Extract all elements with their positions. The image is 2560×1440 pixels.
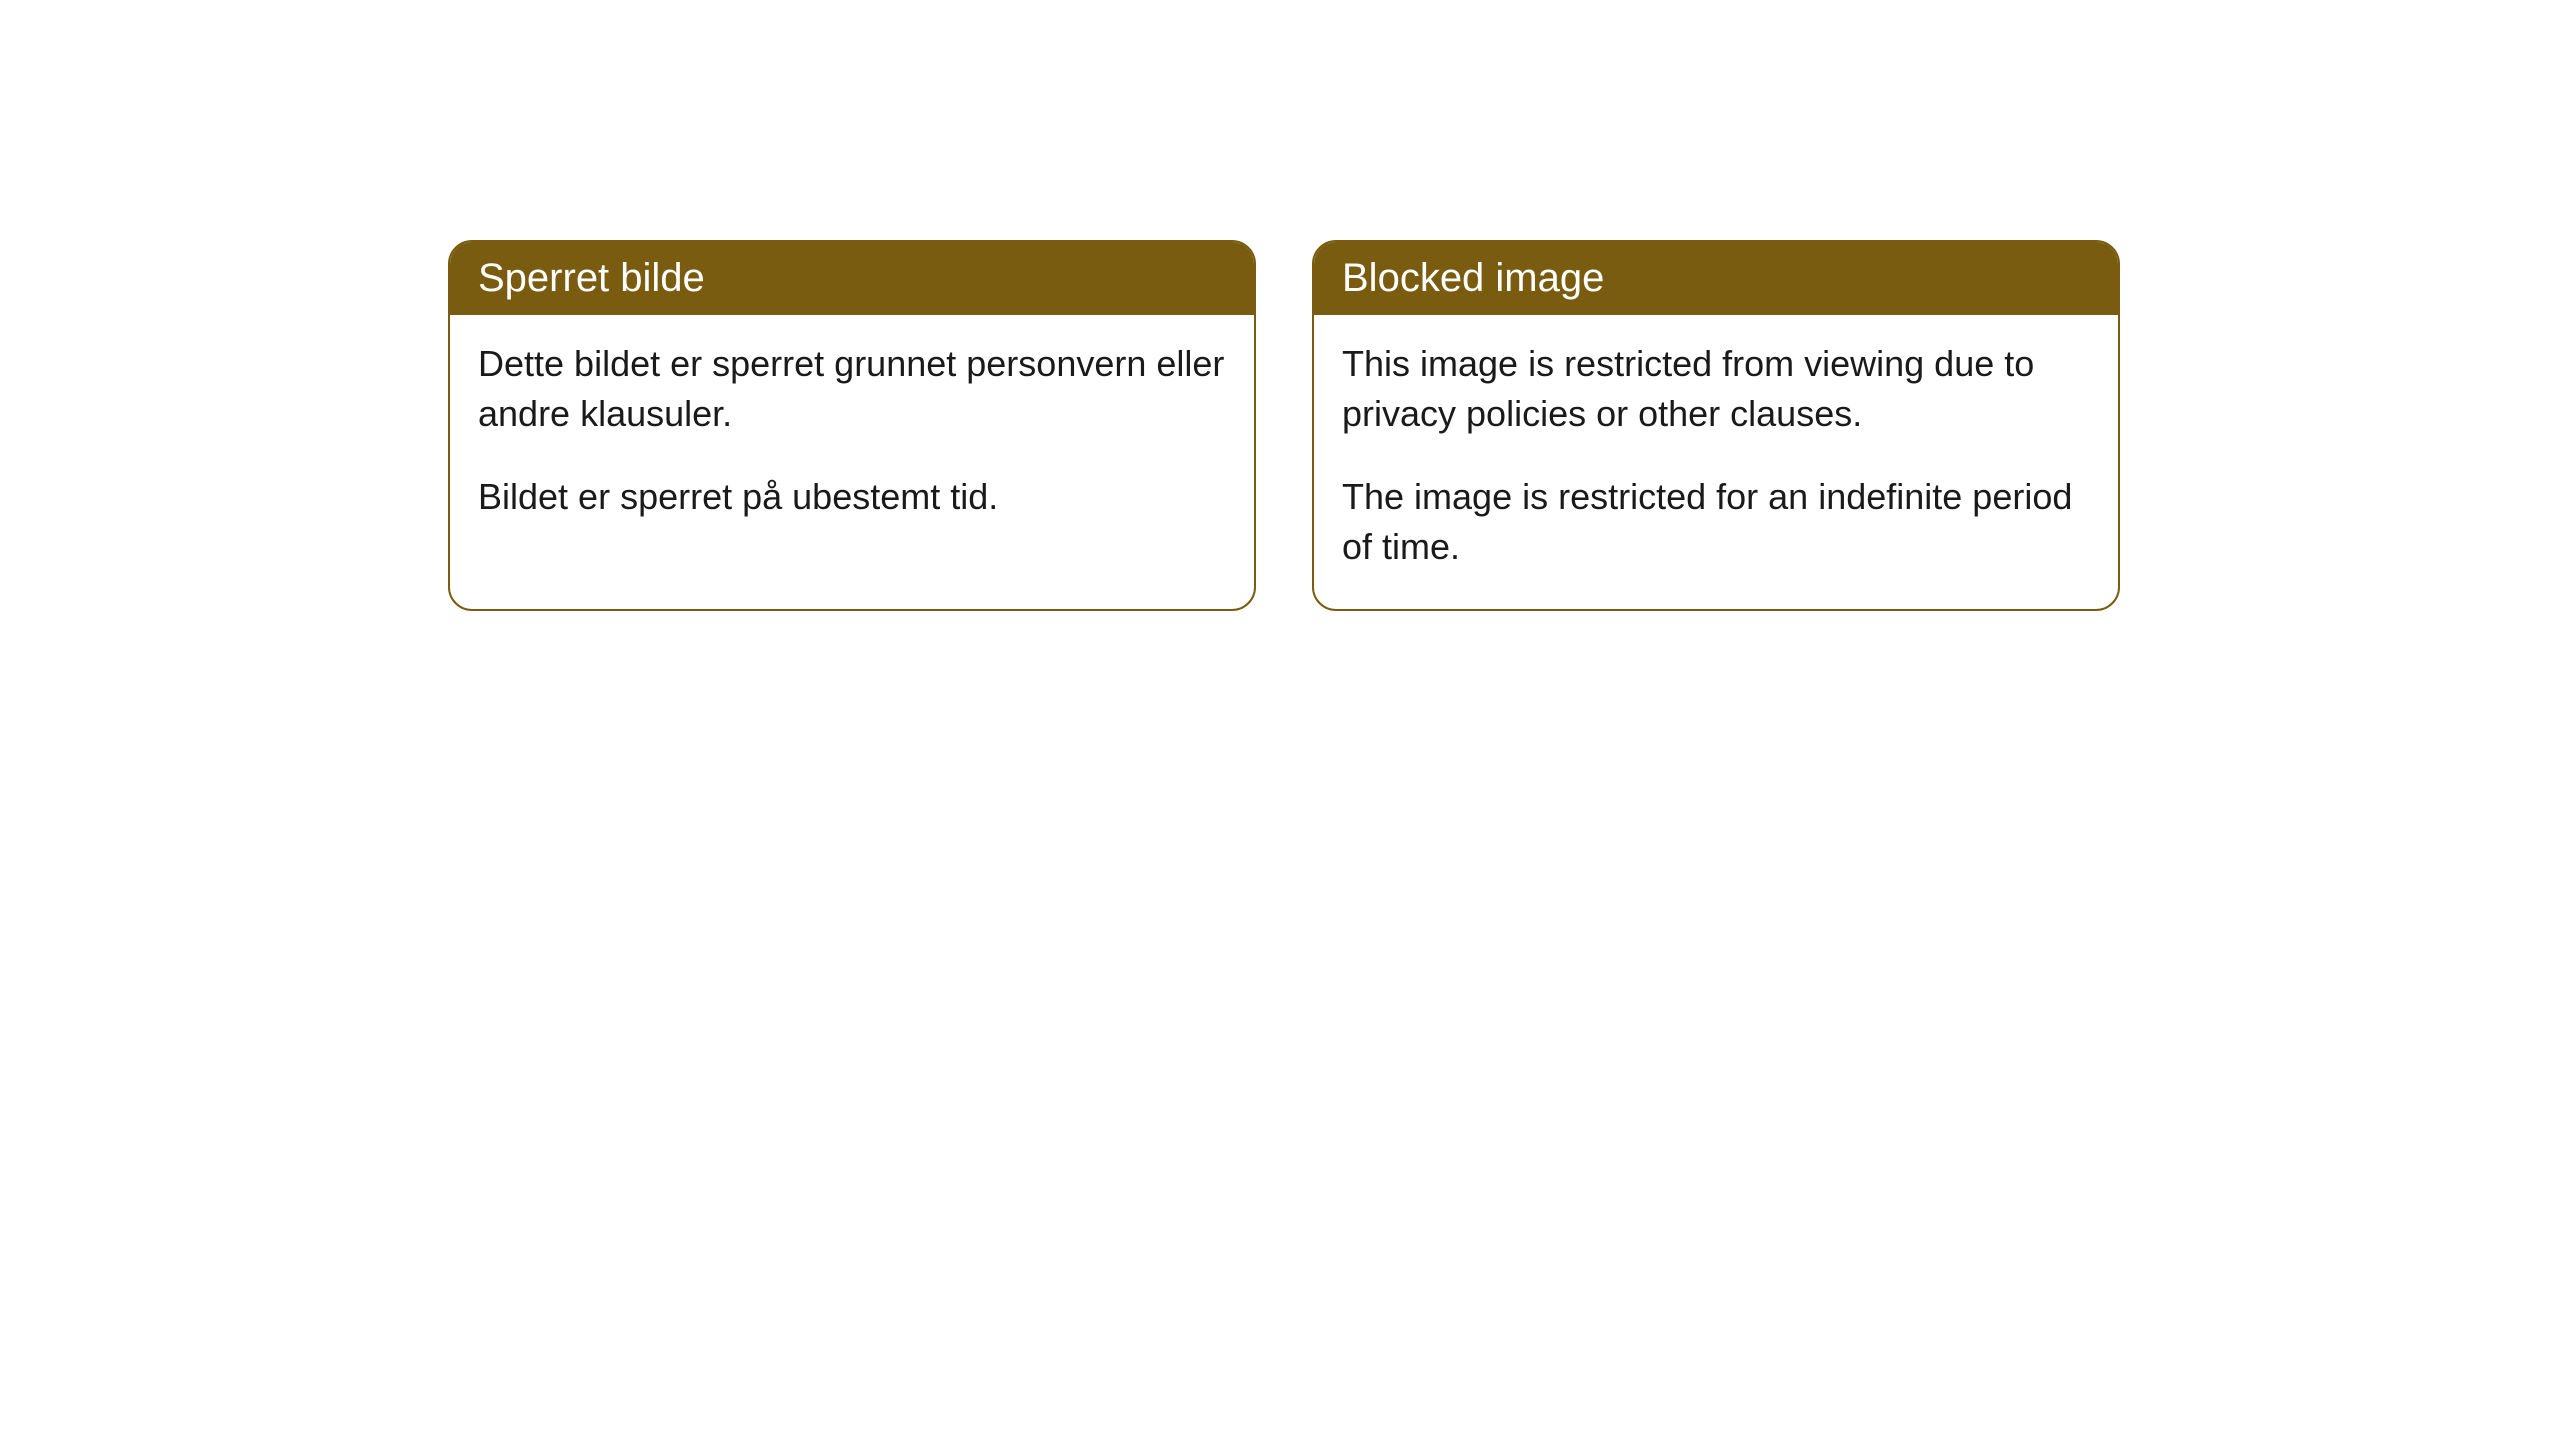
card-text-no-1: Dette bildet er sperret grunnet personve… [478,339,1226,440]
card-text-no-2: Bildet er sperret på ubestemt tid. [478,472,1226,522]
card-title-en: Blocked image [1314,242,2118,315]
card-body-no: Dette bildet er sperret grunnet personve… [450,315,1254,558]
card-title-no: Sperret bilde [450,242,1254,315]
blocked-image-card-en: Blocked image This image is restricted f… [1312,240,2120,611]
card-text-en-1: This image is restricted from viewing du… [1342,339,2090,440]
notice-container: Sperret bilde Dette bildet er sperret gr… [0,0,2560,611]
card-body-en: This image is restricted from viewing du… [1314,315,2118,609]
card-text-en-2: The image is restricted for an indefinit… [1342,472,2090,573]
blocked-image-card-no: Sperret bilde Dette bildet er sperret gr… [448,240,1256,611]
